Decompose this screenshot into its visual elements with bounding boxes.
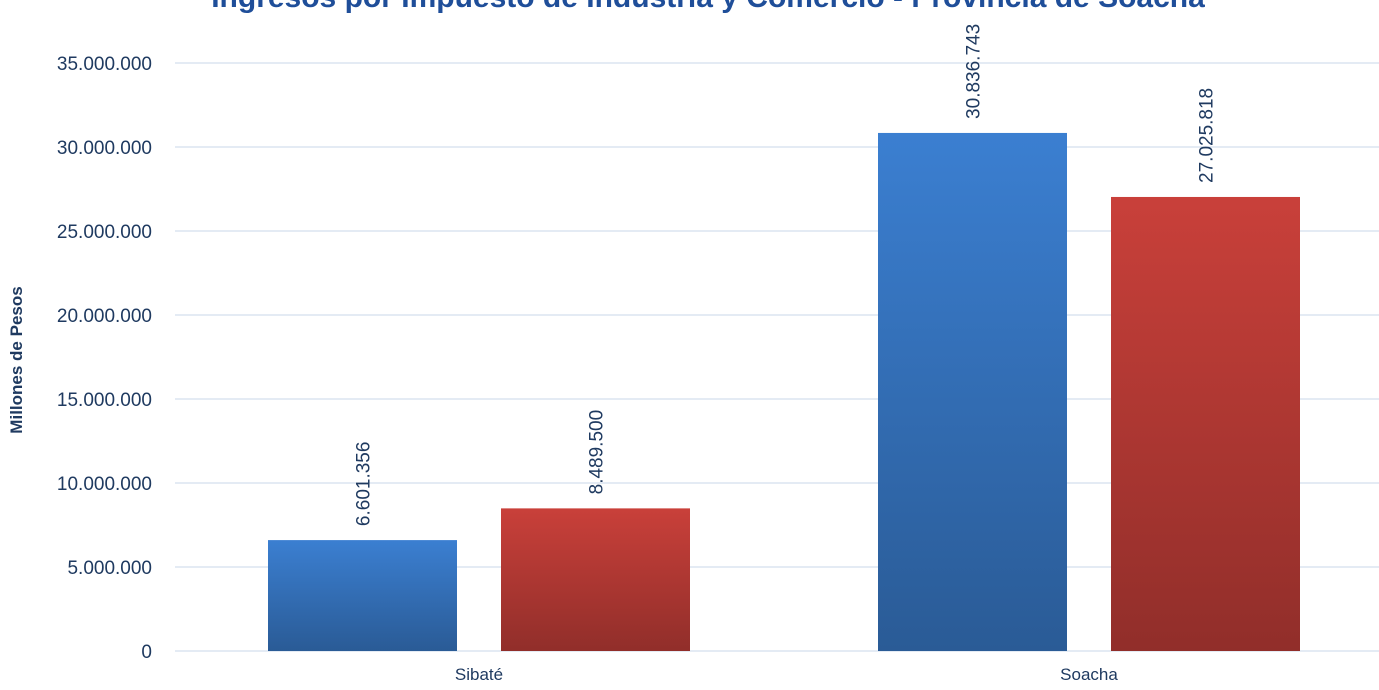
bar — [878, 132, 1067, 651]
data-label: 27.025.818 — [1197, 88, 1218, 183]
data-label: 30.836.743 — [964, 24, 985, 119]
bars — [268, 132, 1300, 652]
y-tick-label: 10.000.000 — [57, 474, 152, 495]
x-axis-categories: Sibaté Soacha — [455, 665, 1118, 684]
y-tick-label: 25.000.000 — [57, 222, 152, 243]
y-tick-label: 20.000.000 — [57, 306, 152, 327]
x-category-label: Soacha — [1060, 665, 1118, 684]
bar — [501, 508, 690, 651]
data-label: 6.601.356 — [354, 442, 375, 527]
y-tick-label: 30.000.000 — [57, 138, 152, 159]
bar — [1111, 196, 1300, 652]
bar — [268, 540, 457, 651]
y-axis-label: Millones de Pesos — [7, 286, 26, 433]
y-tick-label: 35.000.000 — [57, 54, 152, 75]
y-tick-label: 5.000.000 — [67, 558, 152, 579]
y-tick-label: 15.000.000 — [57, 390, 152, 411]
data-label: 8.489.500 — [587, 410, 608, 495]
y-tick-label: 0 — [141, 642, 152, 663]
data-labels: 6.601.356 8.489.500 30.836.743 27.025.818 — [354, 24, 1218, 526]
y-axis-ticks: 0 5.000.000 10.000.000 15.000.000 20.000.000… — [57, 54, 152, 663]
x-category-label: Sibaté — [455, 665, 503, 684]
chart-title: Ingresos por Impuesto de Industria y Com… — [211, 0, 1205, 14]
